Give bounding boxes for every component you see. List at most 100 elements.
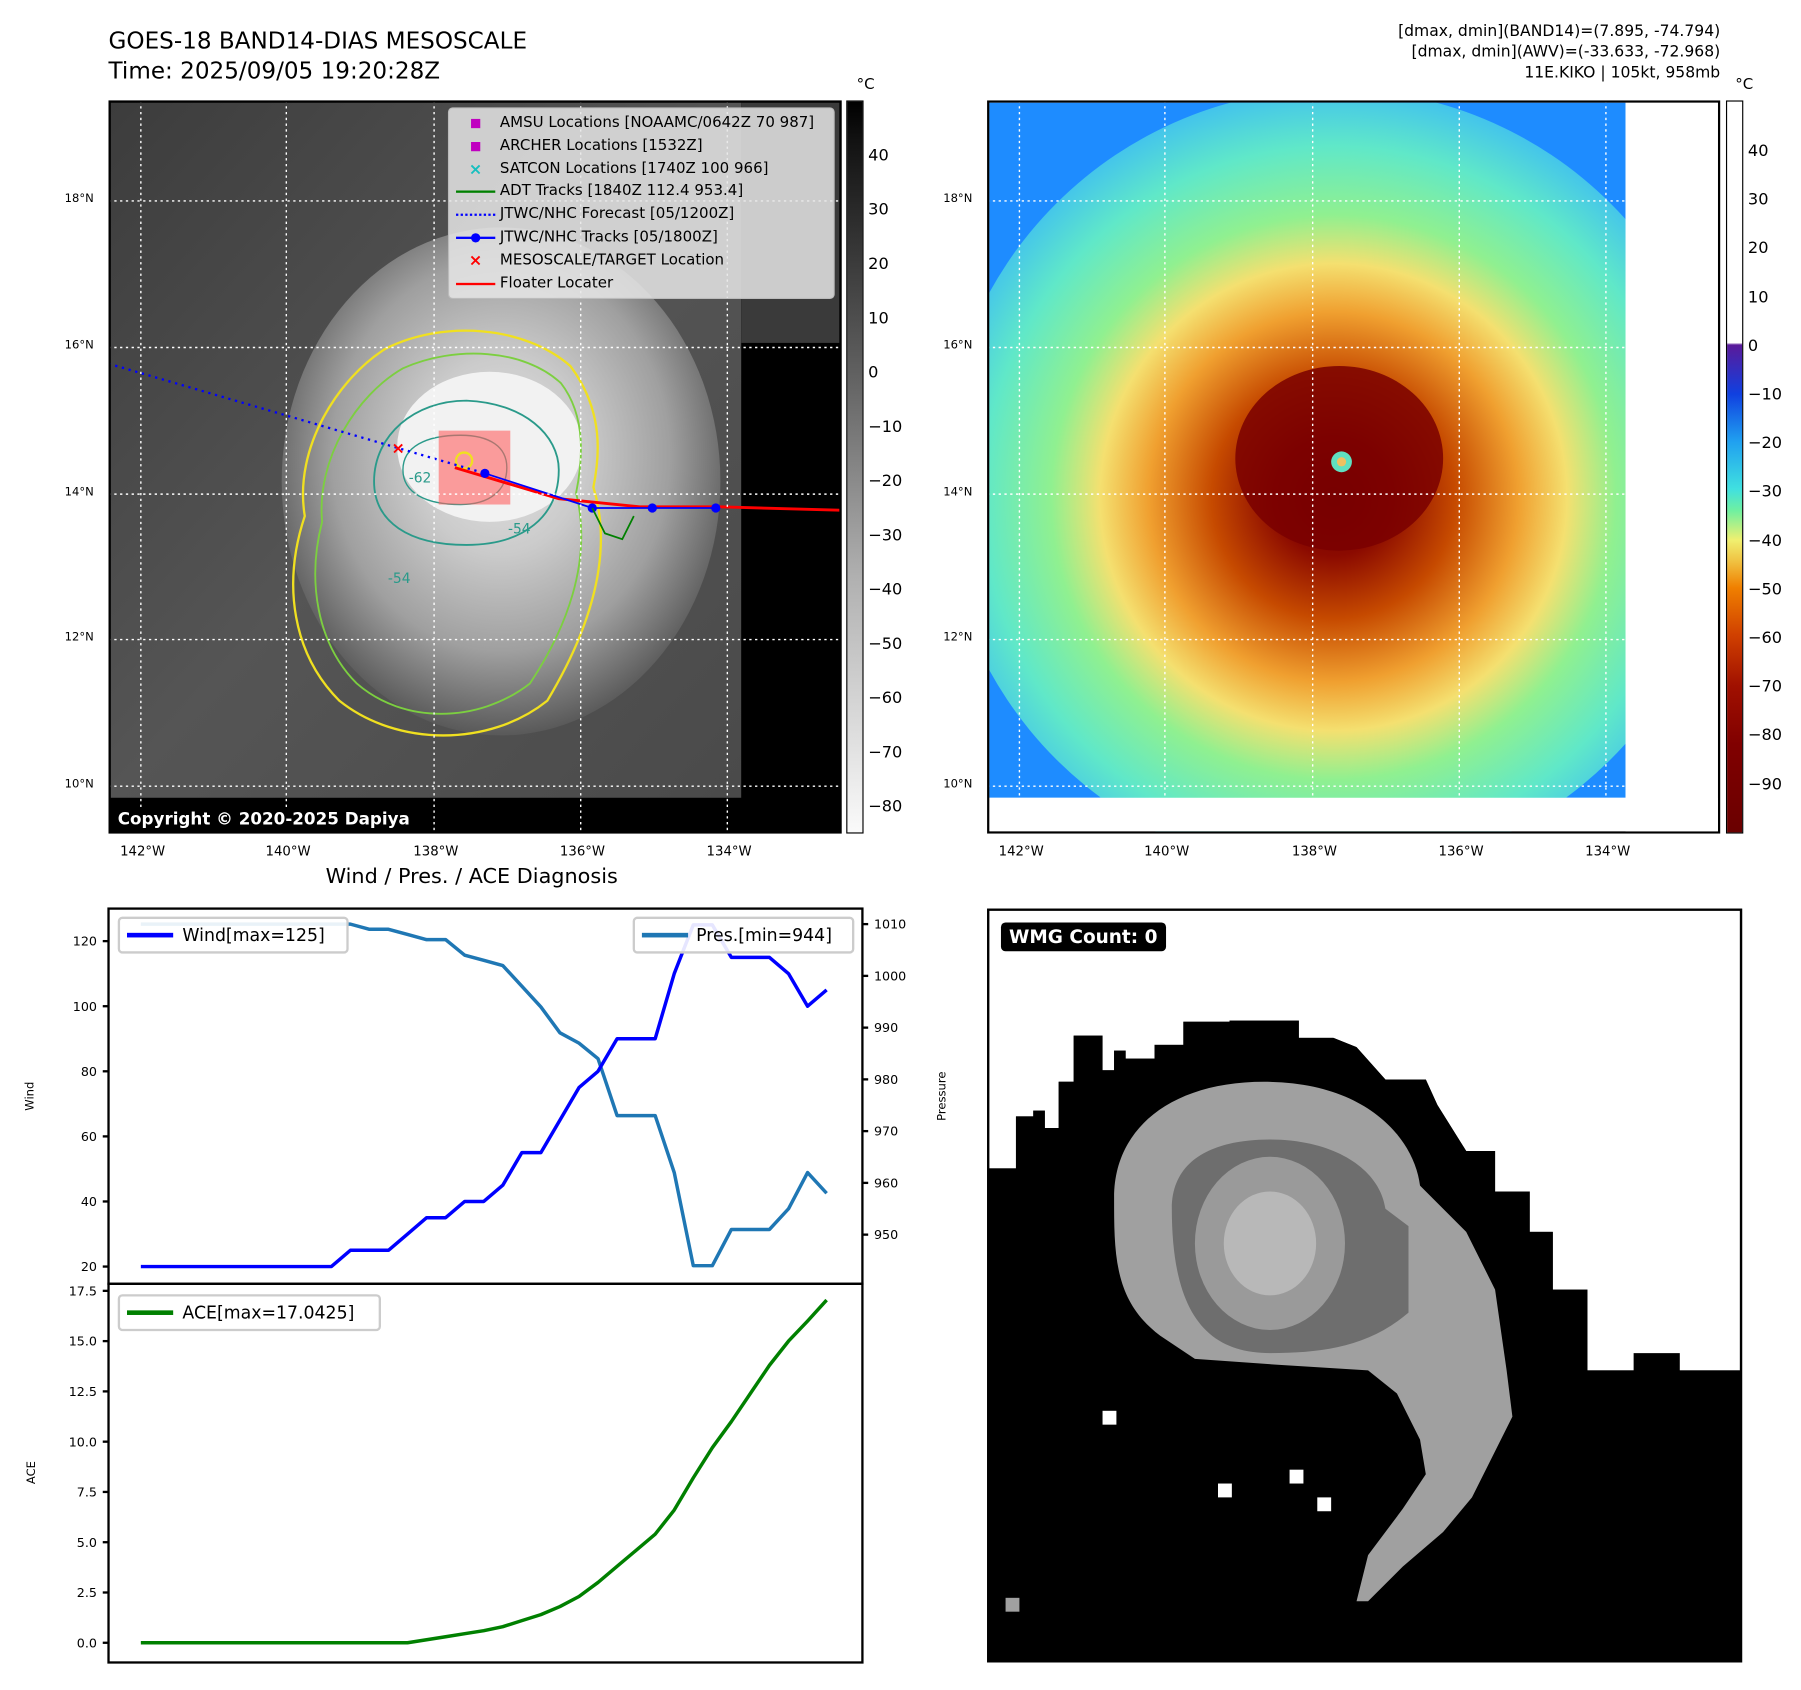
colorbar-tick: −90 xyxy=(1747,775,1783,794)
colorbar-tick: 0 xyxy=(1747,336,1759,356)
ace-tick-label: 0.0 xyxy=(77,1635,97,1650)
ace-tick-label: 5.0 xyxy=(77,1535,97,1550)
lat-label: 16°N xyxy=(64,339,94,353)
x-marker-icon: × xyxy=(468,160,483,179)
wind-tick-label: 80 xyxy=(81,1064,97,1079)
contour-label: -54 xyxy=(507,520,531,537)
wind-legend: Wind[max=125] xyxy=(117,916,349,954)
legend-label: ADT Tracks [1840Z 112.4 953.4] xyxy=(499,182,744,201)
colorbar-tick: −40 xyxy=(868,580,903,600)
ace-legend: ACE[max=17.0425] xyxy=(117,1294,381,1332)
ace-legend-swatch xyxy=(126,1310,174,1315)
info-band14: [dmax, dmin](BAND14)=(7.895, -74.794) xyxy=(1398,21,1721,41)
legend-label: SATCON Locations [1740Z 100 966] xyxy=(499,160,769,178)
colorbar-tick: −10 xyxy=(868,417,903,437)
ace-tick-label: 2.5 xyxy=(77,1585,97,1600)
legend-label: AMSU Locations [NOAAMC/0642Z 70 987] xyxy=(499,114,815,132)
square-marker-icon xyxy=(456,135,495,158)
lat-label: 14°N xyxy=(943,486,973,499)
ace-plot-frame xyxy=(107,1282,864,1664)
colorbar-tick: −50 xyxy=(1747,580,1783,599)
colorbar-tick: −70 xyxy=(868,743,903,762)
pressure-tick-label: 1010 xyxy=(874,917,906,932)
colorbar-tick: 40 xyxy=(1747,142,1769,161)
pressure-legend-swatch xyxy=(641,932,689,938)
wind-tick-label: 40 xyxy=(81,1194,97,1209)
colorbar-tick: −60 xyxy=(868,689,903,708)
info-awv: [dmax, dmin](AWV)=(-33.633, -72.968) xyxy=(1411,42,1721,62)
diagnosis-chart: 20 40 60 80 100 120 950 960 970 980 990 1000 1010 0.0… xyxy=(69,907,906,1664)
colorbar-tick: −20 xyxy=(1747,434,1783,453)
colorbar-tick: −30 xyxy=(1747,483,1783,502)
colorbar-tick: −50 xyxy=(868,634,903,654)
pressure-legend: Pres.[min=944] xyxy=(632,916,855,954)
ace-tick-label: 12.5 xyxy=(69,1384,97,1399)
info-storm: 11E.KIKO | 105kt, 958mb xyxy=(1524,63,1721,82)
ace-tick-label: 7.5 xyxy=(77,1485,97,1500)
pressure-tick-label: 950 xyxy=(874,1227,898,1242)
colorbar-tick: −70 xyxy=(1747,677,1783,697)
lat-label: 16°N xyxy=(943,339,973,353)
awv-image xyxy=(989,102,1718,832)
pressure-legend-label: Pres.[min=944] xyxy=(696,924,832,946)
colorbar-tick: −80 xyxy=(868,797,903,817)
legend-label: JTWC/NHC Tracks [05/1800Z] xyxy=(499,228,718,246)
lat-label: 12°N xyxy=(64,631,94,645)
line-dot-icon xyxy=(456,226,496,249)
colorbar-tick: 10 xyxy=(1747,288,1769,307)
pressure-tick-label: 980 xyxy=(874,1072,898,1087)
colorbar-tick: −10 xyxy=(1747,385,1783,405)
wind-tick-label: 60 xyxy=(81,1129,97,1144)
lat-label: 18°N xyxy=(64,192,94,206)
colorbar-tick: −20 xyxy=(868,472,903,491)
product-title: GOES-18 BAND14-DIAS MESOSCALE xyxy=(108,26,528,55)
lon-label: 134°W xyxy=(706,842,752,859)
diagnosis-chart-title: Wind / Pres. / ACE Diagnosis xyxy=(325,864,618,889)
contour-label: -62 xyxy=(408,469,432,487)
awv-colorbar xyxy=(1725,100,1744,834)
floater-track xyxy=(454,466,840,512)
wind-tick-label: 20 xyxy=(81,1259,97,1274)
lat-label: 14°N xyxy=(64,486,94,499)
colorbar-tick: −30 xyxy=(868,526,903,545)
grayscale-colorbar xyxy=(846,100,864,834)
colorbar-tick: −40 xyxy=(1747,531,1783,551)
contour-label: -54 xyxy=(387,570,411,587)
pressure-tick-label: 1000 xyxy=(874,968,906,983)
lon-label: 140°W xyxy=(1144,842,1190,859)
lon-label: 142°W xyxy=(998,842,1044,859)
copyright-label: Copyright © 2020-2025 Dapiya xyxy=(113,808,415,832)
lat-label: 18°N xyxy=(943,192,973,206)
lat-label: 10°N xyxy=(64,778,94,791)
mesoscale-box xyxy=(438,430,511,505)
lon-label: 142°W xyxy=(120,842,166,859)
lon-label: 140°W xyxy=(265,842,311,859)
wind-legend-label: Wind[max=125] xyxy=(182,924,325,946)
x-marker-icon: × xyxy=(468,251,483,270)
wmg-image xyxy=(989,910,1740,1661)
pressure-tick-label: 970 xyxy=(874,1124,898,1139)
wind-tick-label: 100 xyxy=(73,999,97,1014)
ace-axis-label: ACE xyxy=(25,1461,39,1485)
lat-label: 12°N xyxy=(943,631,973,645)
product-time: Time: 2025/09/05 19:20:28Z xyxy=(108,56,441,85)
legend-label: ARCHER Locations [1532Z] xyxy=(499,137,703,155)
pressure-tick-label: 960 xyxy=(874,1176,898,1191)
colorbar-unit: °C xyxy=(1735,76,1754,94)
ace-tick-label: 17.5 xyxy=(69,1283,97,1298)
lon-label: 138°W xyxy=(413,842,459,859)
dotted-line-icon xyxy=(456,203,496,226)
map-legend: AMSU Locations [NOAAMC/0642Z 70 987] ARCH… xyxy=(447,107,835,300)
solid-line-icon xyxy=(456,181,496,204)
lat-label: 10°N xyxy=(943,778,973,791)
nhc-track xyxy=(484,472,716,509)
wind-axis-label: Wind xyxy=(24,1081,38,1111)
colorbar-tick: 30 xyxy=(1747,190,1769,210)
awv-map-panel[interactable] xyxy=(987,100,1721,834)
ir-map-panel[interactable]: × -62 -54 -54 AMSU Locations [NOAAMC/064… xyxy=(108,100,842,834)
wmg-panel[interactable]: WMG Count: 0 xyxy=(987,908,1743,1663)
ace-tick-label: 15.0 xyxy=(69,1334,97,1349)
graticule xyxy=(989,102,1718,832)
wind-tick-label: 120 xyxy=(73,934,97,949)
ace-line xyxy=(140,1298,828,1645)
